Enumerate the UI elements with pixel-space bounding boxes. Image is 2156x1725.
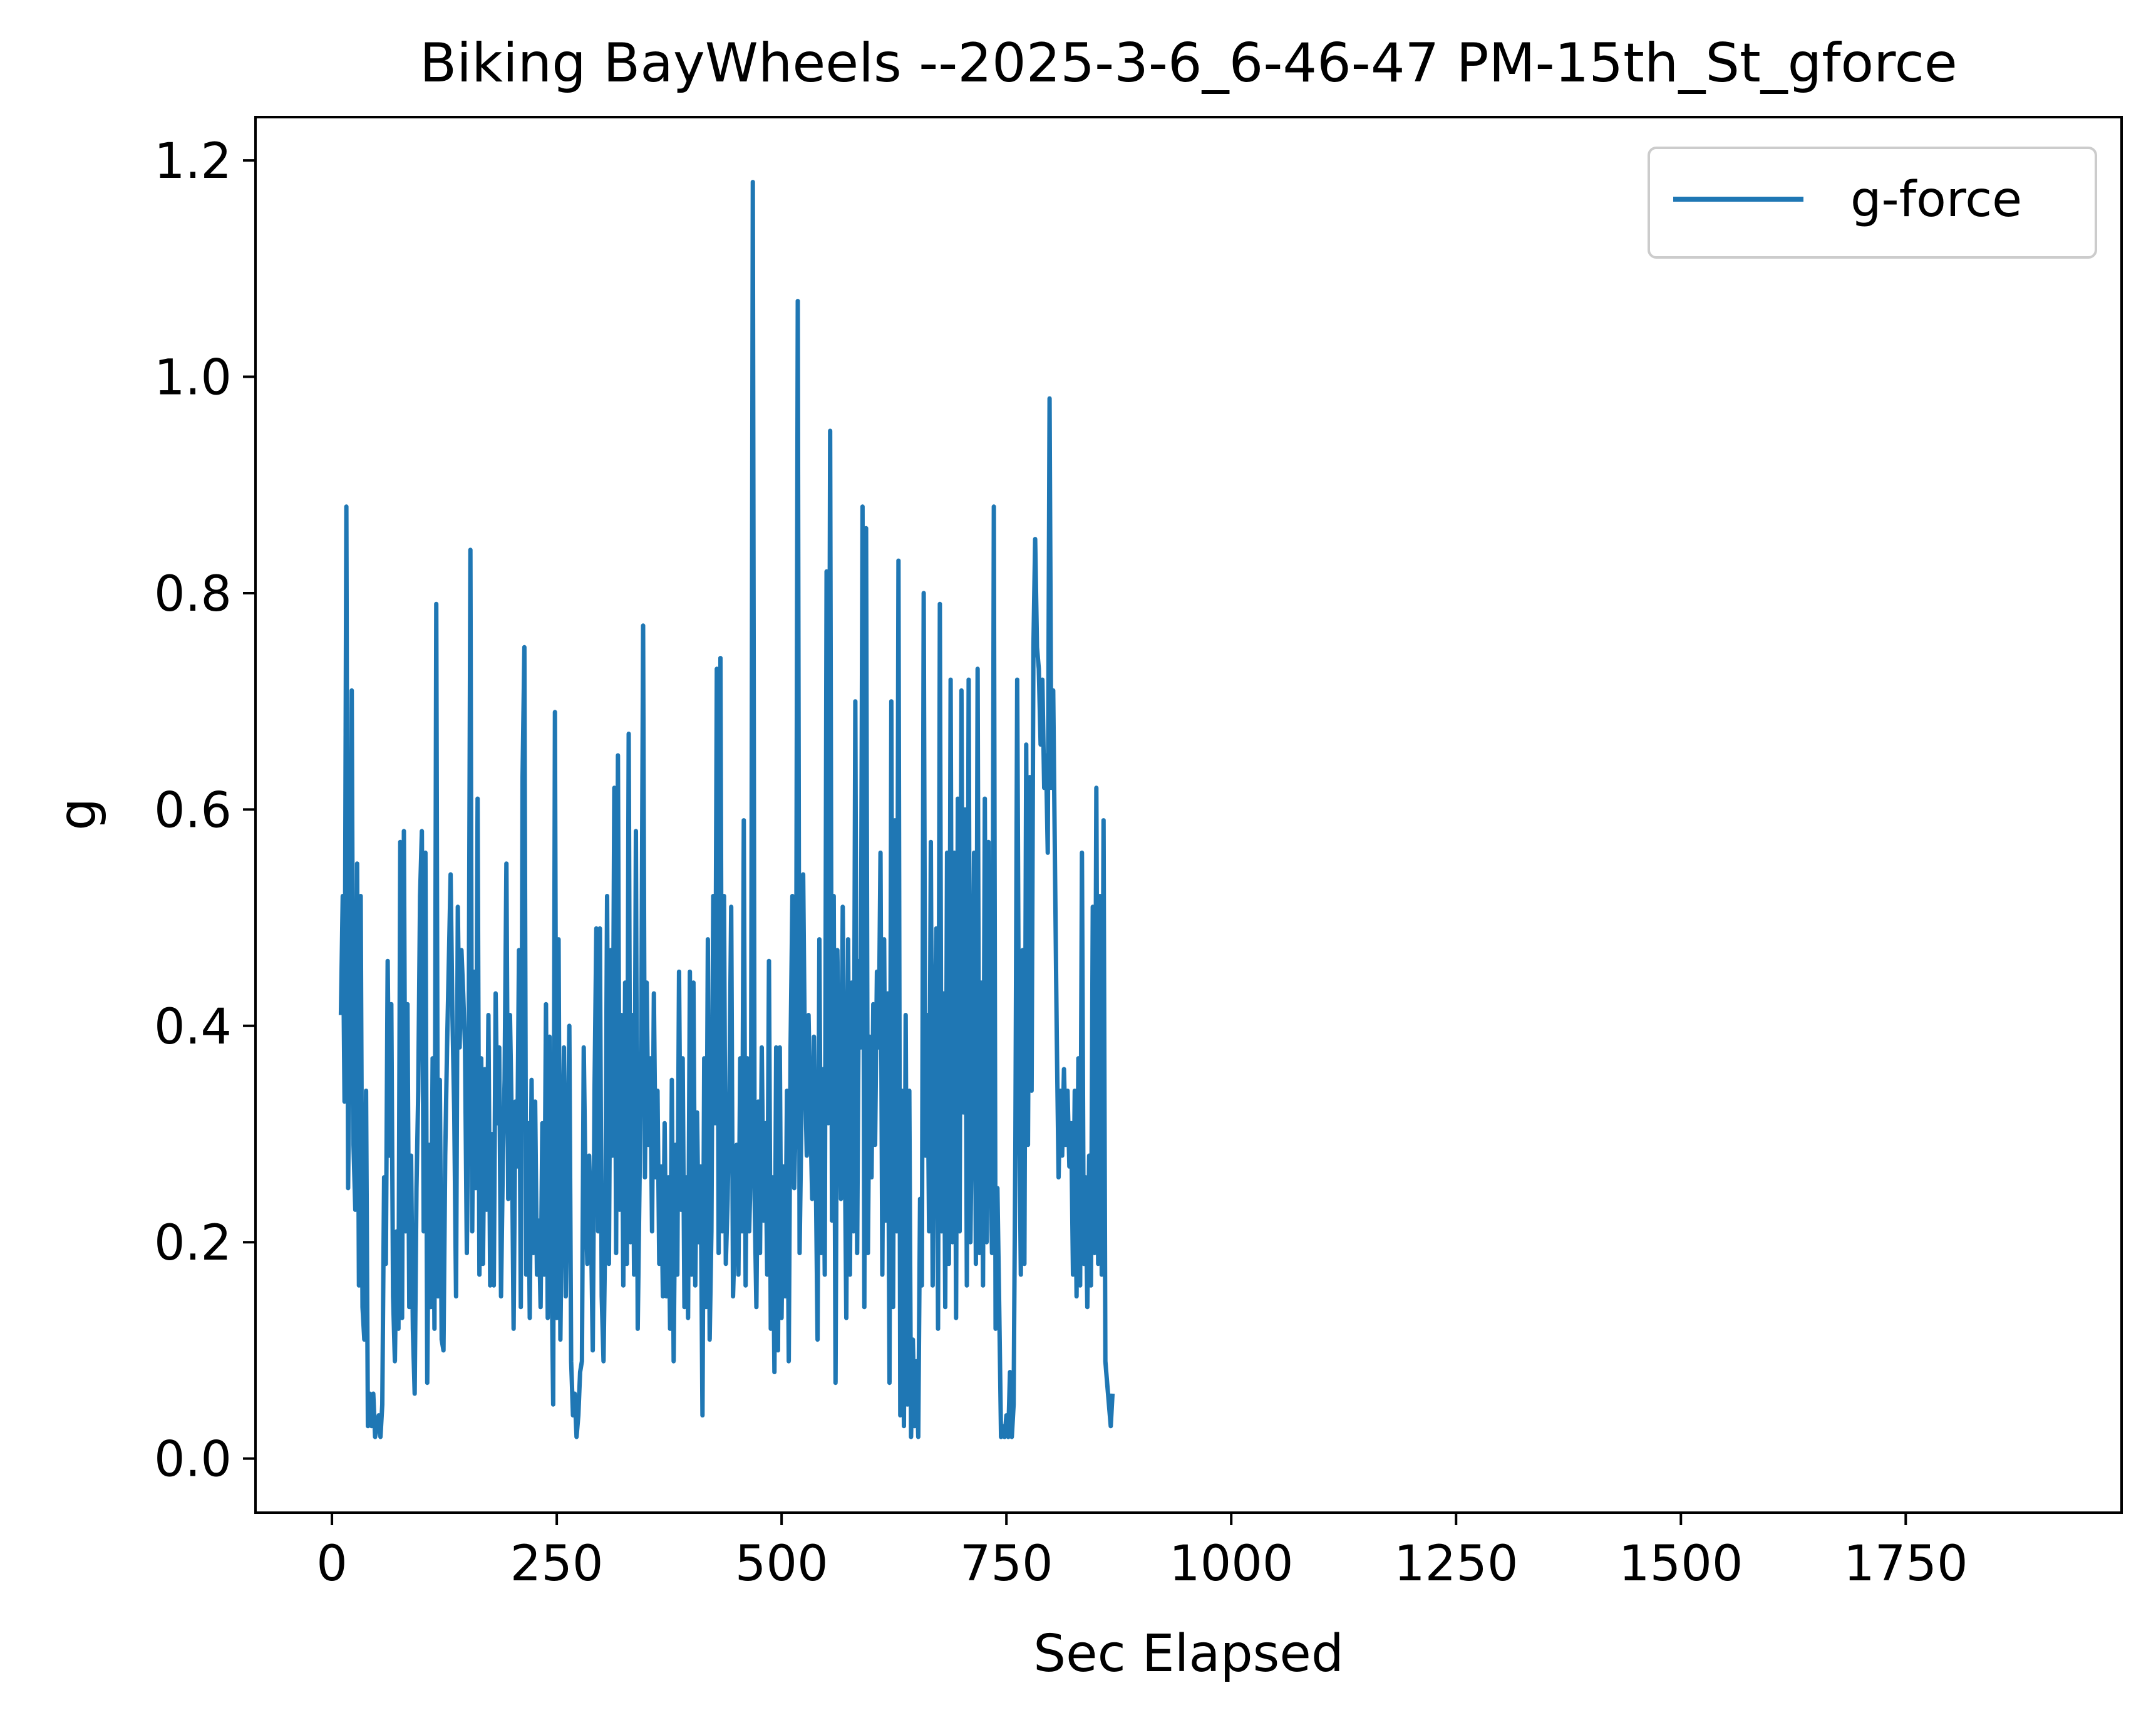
x-axis: 0 250 500 750 1000 1250 1500 1750 [316,1513,1968,1592]
y-axis: 0.0 0.2 0.4 0.6 0.8 1.0 1.2 [154,133,255,1488]
legend-label-g-force: g-force [1850,172,2022,228]
y-tick-label: 0.2 [154,1215,232,1272]
x-tick-label: 1000 [1169,1536,1294,1592]
y-axis-title: g [48,798,108,831]
x-axis-title: Sec Elapsed [1033,1624,1344,1684]
x-tick-label: 1750 [1844,1536,1968,1592]
y-tick-label: 1.2 [154,133,232,190]
legend: g-force [1648,147,2097,259]
x-tick-label: 1250 [1394,1536,1519,1592]
legend-box [1648,147,2097,259]
y-tick-label: 0.0 [154,1432,232,1488]
x-tick-label: 1500 [1619,1536,1743,1592]
plot-area-frame [254,116,2123,1514]
plot-data-layer [338,180,1115,1439]
x-tick-label: 750 [960,1536,1053,1592]
series-line-g-force [338,180,1115,1439]
y-tick-label: 0.6 [154,782,232,839]
chart-title: Biking BayWheels --2025-3-6_6-46-47 PM-1… [420,32,1957,95]
x-tick-label: 500 [735,1536,828,1592]
y-tick-label: 1.0 [154,350,232,407]
x-tick-label: 250 [510,1536,604,1592]
y-tick-label: 0.8 [154,566,232,623]
y-tick-label: 0.4 [154,999,232,1055]
x-tick-label: 0 [316,1536,348,1592]
